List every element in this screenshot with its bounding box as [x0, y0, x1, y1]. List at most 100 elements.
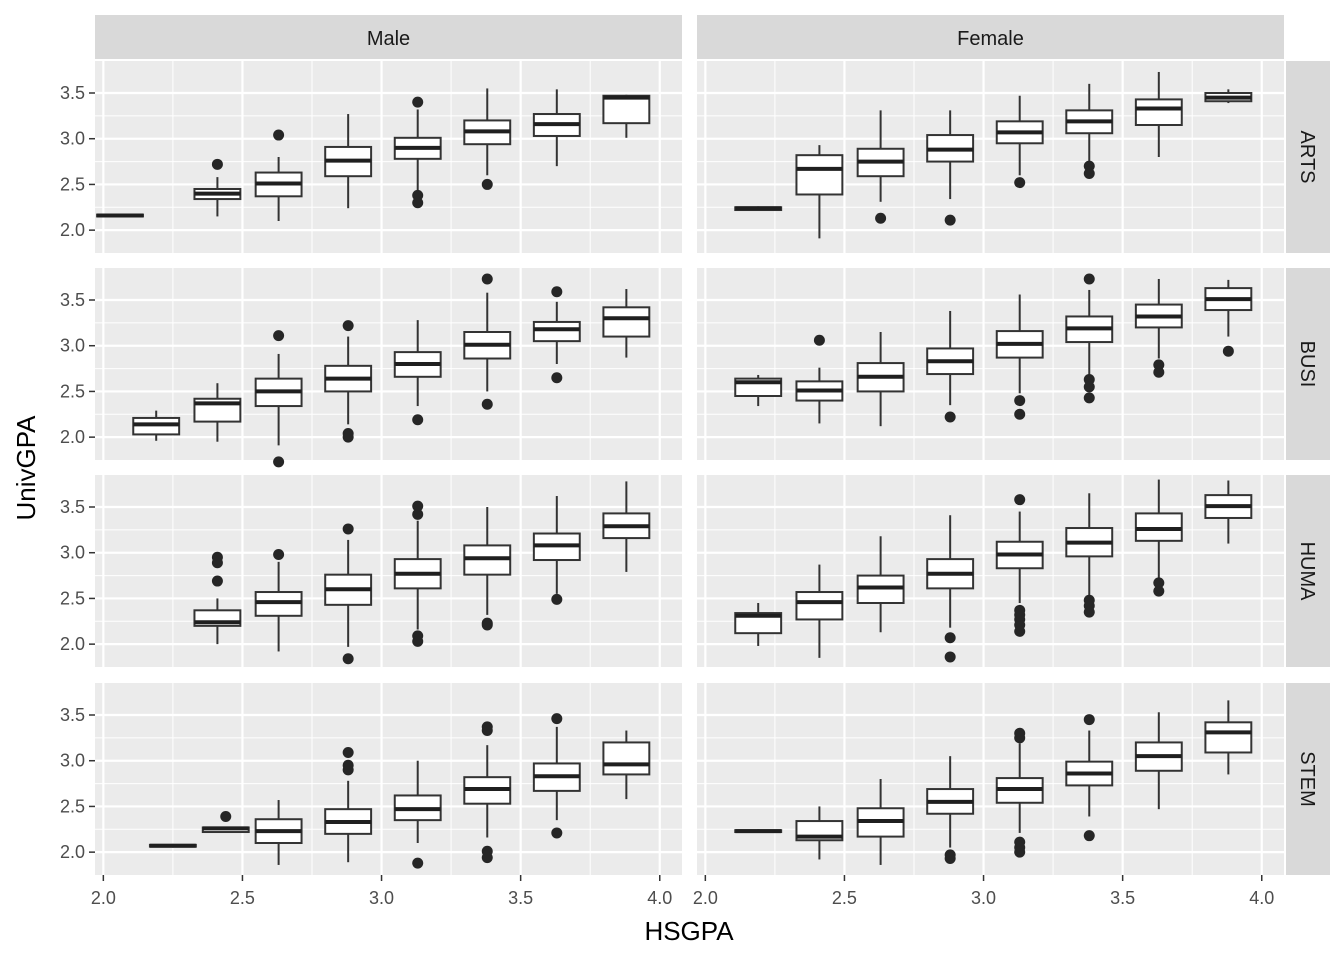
box-2.88	[926, 515, 975, 663]
panel-background	[697, 268, 1284, 460]
outlier-point	[944, 411, 956, 423]
row-strip-label: HUMA	[1296, 542, 1318, 602]
y-tick-label: 3.5	[60, 83, 85, 103]
y-tick-label: 2.0	[60, 634, 85, 654]
panel-background	[95, 61, 682, 253]
x-tick-label: 3.5	[1110, 888, 1135, 908]
box-2.19	[734, 829, 783, 834]
box-2.41	[193, 551, 242, 645]
column-strip-label: Female	[957, 28, 1024, 50]
panel-busi-male	[95, 268, 682, 468]
box-2.88	[324, 746, 373, 863]
outlier-point	[1083, 714, 1095, 726]
outlier-point	[412, 508, 424, 520]
box-2.19	[734, 603, 783, 646]
box-3.88	[602, 730, 651, 800]
box-3.38	[1065, 273, 1114, 404]
box-3.63	[532, 496, 581, 605]
box-3.38	[463, 507, 512, 631]
outlier-point	[342, 523, 354, 535]
outlier-point	[1083, 381, 1095, 393]
box-iqr	[532, 320, 581, 343]
box-3.63	[532, 89, 581, 167]
panel-stem-male	[95, 683, 682, 875]
box-3.63	[1134, 479, 1183, 597]
x-tick-label: 2.0	[693, 888, 718, 908]
panel-busi-female	[697, 268, 1284, 460]
box-2.06	[96, 213, 144, 218]
row-strip	[1286, 683, 1330, 875]
outlier-point	[273, 456, 285, 468]
box-2.63	[254, 129, 303, 221]
box-3.13	[995, 494, 1044, 637]
y-tick-label: 3.0	[60, 751, 85, 771]
outlier-point	[273, 549, 285, 561]
box-2.88	[926, 310, 975, 423]
box-3.63	[532, 286, 581, 384]
box-2.63	[856, 536, 905, 633]
outlier-point	[1153, 366, 1165, 378]
y-tick-label: 3.5	[60, 497, 85, 517]
outlier-point	[551, 286, 563, 298]
panel-huma-male	[95, 475, 682, 667]
outlier-point	[1014, 408, 1026, 420]
box-2.88	[926, 110, 975, 226]
box-3.38	[1065, 83, 1114, 179]
y-tick-label: 3.5	[60, 705, 85, 725]
box-2.41	[193, 158, 242, 217]
outlier-point	[481, 178, 493, 190]
box-2.63	[254, 330, 303, 468]
box-2.44	[201, 810, 250, 834]
box-iqr	[602, 94, 651, 125]
box-3.13	[995, 294, 1044, 420]
outlier-point	[412, 857, 424, 869]
y-axis-title: UnivGPA	[11, 415, 41, 521]
outlier-point	[1083, 606, 1095, 618]
outlier-point	[342, 764, 354, 776]
box-2.41	[795, 334, 844, 424]
box-3.13	[995, 727, 1044, 858]
outlier-point	[1083, 392, 1095, 404]
row-strip-label: ARTS	[1296, 131, 1318, 184]
y-tick-label: 3.5	[60, 290, 85, 310]
box-iqr	[795, 154, 844, 196]
outlier-point	[875, 212, 887, 224]
panel-huma-female	[697, 475, 1284, 667]
outlier-point	[944, 214, 956, 226]
outlier-point	[481, 619, 493, 631]
panels-layer	[95, 61, 1284, 875]
box-2.41	[795, 806, 844, 860]
column-strip	[697, 15, 1284, 59]
box-2.63	[254, 549, 303, 652]
strips-layer: ARTS BUSI HUMA STEM Male Female	[95, 15, 1330, 875]
outlier-point	[481, 852, 493, 864]
box-3.13	[393, 320, 442, 426]
column-strip	[95, 15, 682, 59]
box-2.25	[148, 843, 197, 848]
x-tick-label: 4.0	[1249, 888, 1274, 908]
box-iqr	[734, 612, 783, 635]
box-3.38	[1065, 493, 1114, 618]
x-tick-label: 2.5	[832, 888, 857, 908]
box-iqr	[795, 591, 844, 621]
box-3.38	[463, 273, 512, 410]
box-3.13	[393, 760, 442, 869]
y-tick-label: 2.5	[60, 381, 85, 401]
box-3.13	[995, 95, 1044, 189]
outlier-point	[220, 810, 232, 822]
panel-arts-male	[95, 61, 682, 253]
box-2.88	[324, 523, 373, 665]
row-strip	[1286, 268, 1330, 460]
box-3.63	[1134, 712, 1183, 810]
outlier-point	[412, 414, 424, 426]
outlier-point	[944, 853, 956, 865]
outlier-point	[273, 129, 285, 141]
box-3.88	[1204, 279, 1253, 357]
outlier-point	[813, 334, 825, 346]
box-3.88	[602, 289, 651, 358]
box-2.41	[193, 383, 242, 442]
outlier-point	[412, 96, 424, 108]
outlier-point	[342, 431, 354, 443]
box-2.63	[254, 800, 303, 865]
axes-layer: 2.0 2.5 3.0 3.5 2.0 2.5 3.0 3.5 2.0 2.5 3.0 3.5 2.0 2…	[60, 83, 1274, 908]
